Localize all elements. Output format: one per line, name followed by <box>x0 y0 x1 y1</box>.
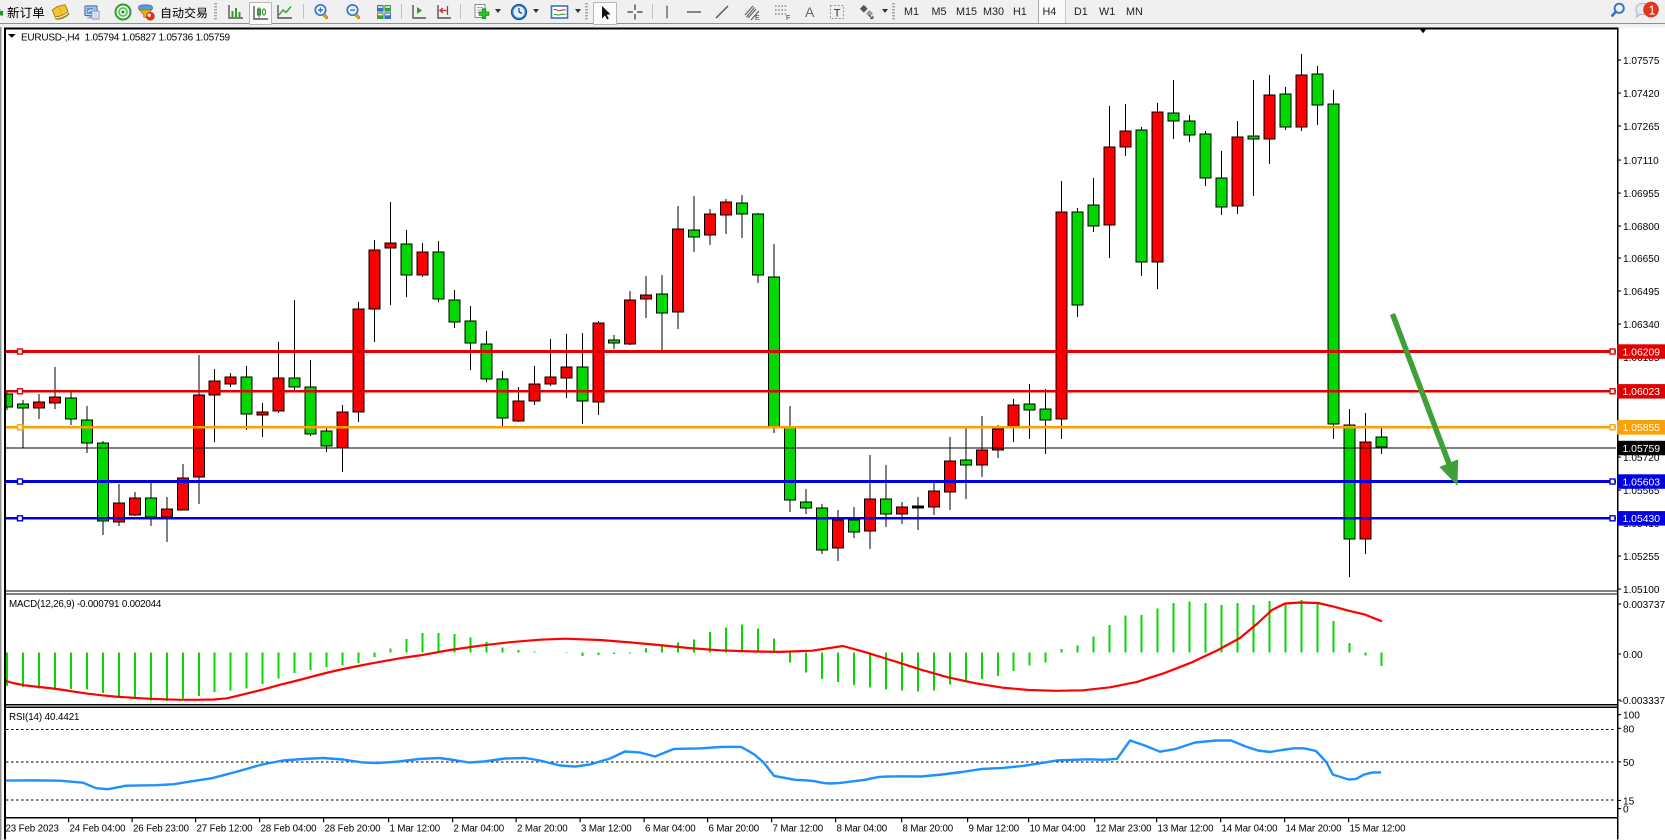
svg-text:80: 80 <box>1623 724 1635 735</box>
svg-text:13 Mar 12:00: 13 Mar 12:00 <box>1158 824 1215 835</box>
svg-text:2 Mar 04:00: 2 Mar 04:00 <box>454 824 505 835</box>
svg-text:1.07420: 1.07420 <box>1623 89 1660 100</box>
svg-text:MACD(12,26,9) -0.000791 0.0020: MACD(12,26,9) -0.000791 0.002044 <box>9 599 162 610</box>
svg-text:0.003737: 0.003737 <box>1623 600 1665 611</box>
svg-text:1.06340: 1.06340 <box>1623 320 1660 331</box>
svg-text:1.07575: 1.07575 <box>1623 56 1660 67</box>
svg-text:0: 0 <box>1623 805 1629 816</box>
svg-text:-0.003337: -0.003337 <box>1620 696 1665 707</box>
svg-text:RSI(14) 40.4421: RSI(14) 40.4421 <box>9 712 79 723</box>
svg-text:10 Mar 04:00: 10 Mar 04:00 <box>1030 824 1087 835</box>
svg-text:28 Feb 20:00: 28 Feb 20:00 <box>325 824 382 835</box>
svg-text:28 Feb 04:00: 28 Feb 04:00 <box>261 824 318 835</box>
svg-text:1.07110: 1.07110 <box>1623 156 1659 167</box>
svg-text:1.05720: 1.05720 <box>1623 453 1660 464</box>
svg-text:1.06800: 1.06800 <box>1623 222 1660 233</box>
svg-text:0.00: 0.00 <box>1623 650 1643 661</box>
svg-text:6 Mar 20:00: 6 Mar 20:00 <box>709 824 760 835</box>
svg-text:1.06650: 1.06650 <box>1623 254 1660 265</box>
svg-text:6 Mar 04:00: 6 Mar 04:00 <box>645 824 696 835</box>
svg-text:A: A <box>805 4 815 20</box>
svg-text:100: 100 <box>1623 711 1640 722</box>
svg-text:F: F <box>786 15 790 22</box>
svg-text:23 Feb 2023: 23 Feb 2023 <box>6 824 59 835</box>
svg-text:1.05100: 1.05100 <box>1623 585 1660 596</box>
svg-text:7 Mar 12:00: 7 Mar 12:00 <box>773 824 824 835</box>
svg-text:1.05759: 1.05759 <box>1623 444 1661 455</box>
svg-text:1.06023: 1.06023 <box>1623 387 1661 398</box>
svg-text:1.06955: 1.06955 <box>1623 189 1660 200</box>
svg-text:1.05255: 1.05255 <box>1623 552 1660 563</box>
svg-text:1.06495: 1.06495 <box>1623 287 1660 298</box>
svg-text:26 Feb 23:00: 26 Feb 23:00 <box>133 824 190 835</box>
svg-text:1.05430: 1.05430 <box>1623 514 1661 525</box>
svg-text:3 Mar 12:00: 3 Mar 12:00 <box>581 824 632 835</box>
svg-text:1.05603: 1.05603 <box>1623 477 1661 488</box>
svg-text:8 Mar 04:00: 8 Mar 04:00 <box>837 824 888 835</box>
svg-text:1.07265: 1.07265 <box>1623 122 1660 133</box>
svg-text:12 Mar 23:00: 12 Mar 23:00 <box>1096 824 1153 835</box>
svg-text:8 Mar 20:00: 8 Mar 20:00 <box>903 824 954 835</box>
svg-text:1: 1 <box>1649 3 1656 17</box>
svg-text:1 Mar 12:00: 1 Mar 12:00 <box>390 824 441 835</box>
svg-text:E: E <box>755 15 760 22</box>
svg-text:27 Feb 12:00: 27 Feb 12:00 <box>197 824 254 835</box>
svg-text:T: T <box>834 8 841 20</box>
svg-text:50: 50 <box>1623 758 1635 769</box>
svg-text:15 Mar 12:00: 15 Mar 12:00 <box>1350 824 1407 835</box>
svg-text:24 Feb 04:00: 24 Feb 04:00 <box>70 824 127 835</box>
svg-text:14 Mar 20:00: 14 Mar 20:00 <box>1286 824 1343 835</box>
svg-text:14 Mar 04:00: 14 Mar 04:00 <box>1222 824 1279 835</box>
svg-text:1.06209: 1.06209 <box>1623 347 1661 358</box>
svg-text:1.05855: 1.05855 <box>1623 423 1661 434</box>
svg-text:1.05565: 1.05565 <box>1623 486 1660 497</box>
svg-text:2 Mar 20:00: 2 Mar 20:00 <box>517 824 568 835</box>
svg-text:15: 15 <box>1623 796 1635 807</box>
svg-text:EURUSD-,H4 1.05794 1.05827 1.: EURUSD-,H4 1.05794 1.05827 1.05736 1.057… <box>21 33 231 44</box>
svg-text:9 Mar 12:00: 9 Mar 12:00 <box>969 824 1020 835</box>
